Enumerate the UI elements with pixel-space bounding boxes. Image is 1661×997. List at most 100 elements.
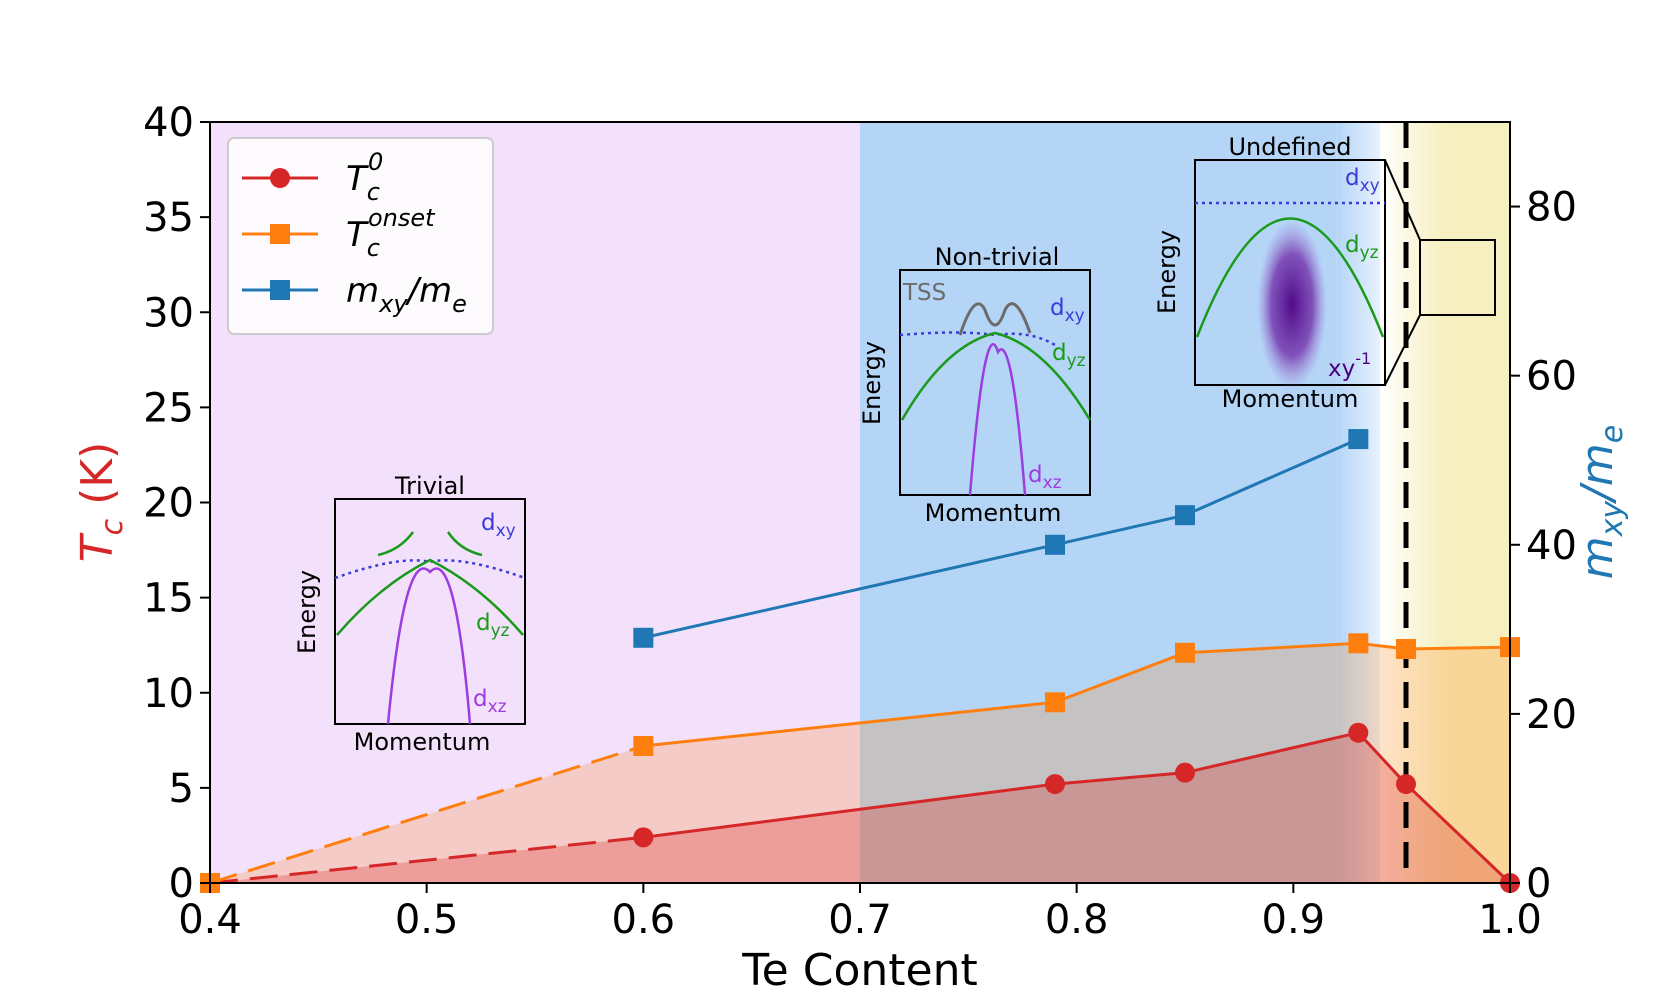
inset-trivial-xlabel: Momentum	[354, 728, 491, 756]
inset-undefined-xy-label: xy-1	[1328, 349, 1371, 382]
y-left-axis-ticks: 0 5 10 15 20 25 30 35 40	[143, 100, 210, 907]
tc0-point	[1045, 774, 1065, 795]
y-left-tick-label: 15	[143, 576, 194, 622]
tc0-segment	[1054, 771, 1186, 786]
inset-nontrivial: Non-trivial Momentum Energy TSS dxy dyz …	[858, 243, 1092, 527]
y-left-tick-label: 5	[169, 766, 194, 812]
x-tick-label: 0.8	[1045, 897, 1109, 943]
mxy-point	[1348, 429, 1369, 450]
y-left-tick-label: 0	[169, 861, 194, 907]
tss-band	[958, 302, 1032, 336]
zoom-connector-top	[1384, 159, 1421, 241]
inset-trivial-dxy-label: dxy	[481, 510, 516, 541]
region-undefined	[1445, 122, 1510, 883]
y-right-axis-title: mxy/me	[1572, 425, 1630, 580]
x-tick-label: 0.7	[828, 897, 892, 943]
inset-undefined-dxy-label: dxy	[1345, 165, 1380, 196]
tc0-segment	[1184, 731, 1359, 775]
inset-trivial-title: Trivial	[394, 472, 465, 500]
dyz-band	[1195, 217, 1385, 338]
x-tick-label: 0.5	[395, 897, 459, 943]
dxz-band	[386, 567, 472, 725]
tc0-area	[210, 732, 1510, 883]
tc0-point	[1175, 762, 1195, 783]
tc0-point	[633, 827, 654, 848]
x-tick-label: 0.6	[612, 897, 676, 943]
area-fills	[210, 643, 1510, 883]
y-left-tick-label: 35	[143, 195, 194, 241]
series-lines	[209, 437, 1512, 885]
inset-trivial: Trivial Momentum Energy dxy dyz dxz	[293, 472, 526, 756]
series-markers	[200, 429, 1520, 893]
inset-undefined-title: Undefined	[1228, 133, 1351, 161]
y-right-tick-label: 60	[1526, 354, 1577, 400]
tconset-legend-label: Tconset	[346, 204, 436, 262]
dyz-upper-right	[446, 531, 483, 557]
y-left-tick-label: 30	[143, 290, 194, 336]
x-axis-title: Te Content	[741, 945, 977, 996]
tc0-legend-marker	[270, 168, 290, 188]
tconset-segment	[209, 744, 644, 885]
mxy-legend-label: mxy/me	[346, 271, 467, 318]
inset-undefined: Undefined Momentum Energy dxy dyz xy-1	[1153, 133, 1496, 413]
y-left-tick-label: 10	[143, 671, 194, 717]
inset-nontrivial-dyz-label: dyz	[1052, 340, 1086, 371]
tc0-segment	[209, 835, 644, 885]
y-right-tick-label: 80	[1526, 185, 1577, 231]
inset-undefined-ylabel: Energy	[1153, 230, 1181, 314]
inset-nontrivial-ylabel: Energy	[858, 341, 886, 425]
dyz-band	[336, 558, 524, 636]
y-left-tick-label: 20	[143, 481, 194, 527]
inset-nontrivial-dxy-label: dxy	[1050, 295, 1085, 326]
tconset-segment	[1054, 651, 1186, 704]
inset-undefined-dyz-label: dyz	[1345, 232, 1379, 263]
xy-inverse-intensity	[1257, 220, 1327, 390]
y-right-axis-ticks: 0 20 40 60 80	[1510, 185, 1577, 907]
tconset-segment	[1184, 641, 1359, 655]
y-left-axis-title: Tc (K)	[72, 442, 130, 563]
mxy-segment	[643, 543, 1056, 640]
inset-trivial-dxz-label: dxz	[473, 686, 507, 717]
mxy-point	[1045, 534, 1065, 555]
tconset-legend-marker	[270, 224, 290, 244]
zoom-box	[1419, 239, 1496, 316]
y-right-tick-label: 20	[1526, 692, 1577, 738]
inset-trivial-ylabel: Energy	[293, 570, 321, 654]
tc0-segment	[1357, 731, 1408, 786]
mxy-point	[1175, 505, 1195, 526]
dxz-band	[968, 343, 1027, 496]
tconset-point	[1348, 633, 1369, 654]
x-axis-ticks: 0.4 0.5 0.6 0.7 0.8 0.9 1.0	[178, 883, 1542, 943]
x-tick-label: 0.9	[1262, 897, 1326, 943]
tconset-point	[1396, 638, 1416, 659]
tc0-legend-label: Tc0	[346, 148, 383, 206]
inset-nontrivial-title: Non-trivial	[935, 243, 1060, 271]
dyz-band	[900, 331, 1092, 421]
inset-nontrivial-tss-label: TSS	[902, 280, 946, 306]
inset-nontrivial-xlabel: Momentum	[925, 499, 1062, 527]
tconset-point	[1045, 692, 1065, 713]
dxy-band	[899, 331, 1056, 347]
x-tick-label: 1.0	[1478, 897, 1542, 943]
mxy-segment	[1184, 437, 1359, 517]
y-left-tick-label: 25	[143, 385, 194, 431]
tc0-segment	[643, 782, 1056, 839]
dyz-upper-left	[377, 531, 415, 557]
inset-trivial-dyz-label: dyz	[476, 610, 510, 641]
mxy-point	[633, 627, 654, 648]
tc0-point	[1396, 774, 1416, 795]
y-right-tick-label: 0	[1526, 861, 1551, 907]
phase-regions	[210, 122, 1510, 883]
mxy-segment	[1054, 513, 1186, 547]
mxy-legend-marker	[270, 280, 290, 300]
dxy-band	[334, 559, 526, 580]
tconset-segment	[643, 700, 1056, 748]
x-tick-label: 0.4	[178, 897, 242, 943]
tconset-point	[633, 736, 654, 757]
tconset-point	[1175, 642, 1195, 663]
region-yellow-fade	[1380, 122, 1445, 883]
inset-nontrivial-dxz-label: dxz	[1028, 462, 1062, 493]
tc0-point	[1348, 722, 1369, 743]
tc0-segment	[1404, 782, 1512, 885]
